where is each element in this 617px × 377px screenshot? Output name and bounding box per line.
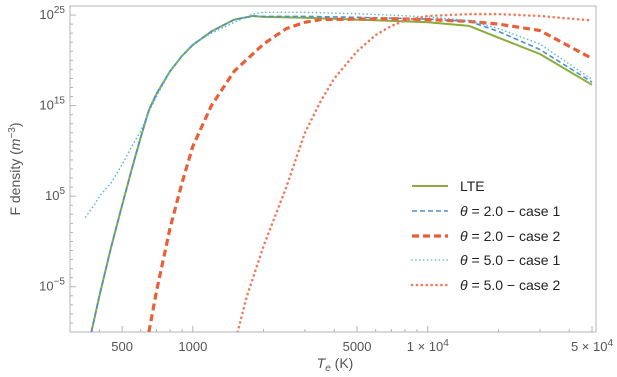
y-tick-label: 1015 xyxy=(39,96,65,113)
x-tick-label: 5 × 104 xyxy=(571,338,614,354)
plot-area xyxy=(69,5,597,333)
y-axis-label: F density (m−3) xyxy=(7,122,23,215)
y-tick-label: 1025 xyxy=(39,5,65,22)
x-tick-label: 1 × 104 xyxy=(407,338,450,354)
legend-label: θ = 2.0 − case 2 xyxy=(460,228,560,244)
series-line-3 xyxy=(147,17,593,332)
x-axis: 500 1000 5000 1 × 104 5 × 104 xyxy=(69,326,614,354)
legend-label: θ = 5.0 − case 2 xyxy=(460,277,560,293)
y-axis-label-close: ) xyxy=(7,122,23,127)
x-axis-label-main: T xyxy=(317,355,327,371)
y-tick-label: 10−5 xyxy=(39,277,65,294)
x-tick-label: 1000 xyxy=(178,339,207,354)
x-axis-label: Te (K) xyxy=(317,355,354,374)
x-tick-label: 500 xyxy=(111,339,133,354)
legend-label: LTE xyxy=(460,178,485,194)
y-axis-label-unit-exp: −3 xyxy=(7,127,18,139)
series-line-5 xyxy=(236,12,594,332)
y-axis-label-main: F density ( xyxy=(7,150,23,216)
legend: LTE θ = 2.0 − case 1 θ = 2.0 − case 2 θ = 5… xyxy=(410,178,560,293)
legend-label: θ = 2.0 − case 1 xyxy=(460,203,560,219)
y-axis: 1025 1015 105 10−5 xyxy=(39,5,76,324)
legend-label: θ = 5.0 − case 1 xyxy=(460,252,560,268)
series-layer xyxy=(84,11,594,332)
x-tick-label: 5000 xyxy=(343,339,372,354)
x-axis-label-unit: (K) xyxy=(331,355,354,371)
x-axis-label-sub: e xyxy=(325,363,331,374)
y-axis-label-unit: m xyxy=(7,138,23,150)
y-tick-label: 105 xyxy=(45,186,65,203)
series-line-4 xyxy=(84,11,593,218)
